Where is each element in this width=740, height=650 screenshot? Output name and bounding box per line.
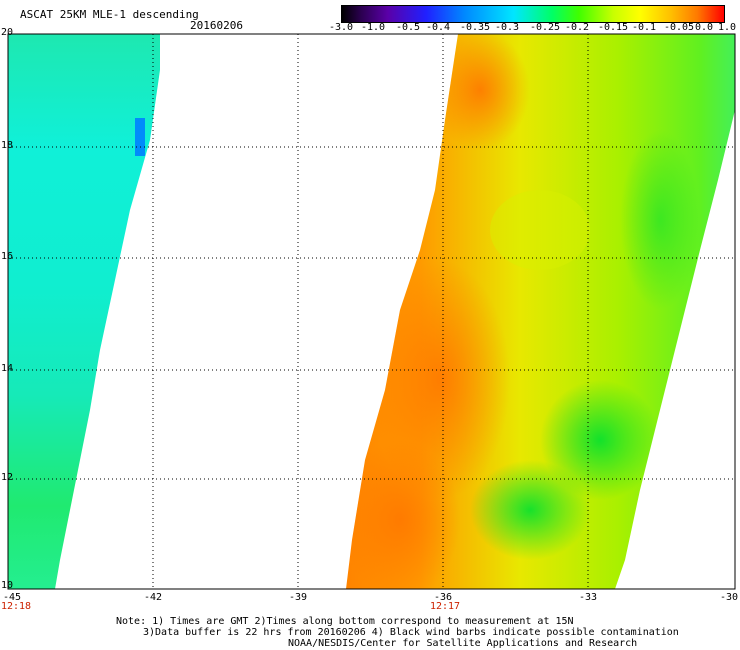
colorbar-tick: -0.4 bbox=[425, 22, 451, 33]
swath-left bbox=[8, 34, 160, 589]
colorbar-tick: -0.1 bbox=[631, 22, 657, 33]
colorbar-tick: 1.0 bbox=[717, 22, 737, 33]
note-line-1: Note: 1) Times are GMT 2)Times along bot… bbox=[116, 616, 574, 627]
lon-label: -36 bbox=[433, 592, 453, 603]
lon-label: -42 bbox=[143, 592, 163, 603]
lat-label: 10 bbox=[1, 580, 14, 591]
swath-left-blue-patch bbox=[135, 118, 145, 156]
colorbar-tick: -0.35 bbox=[459, 22, 491, 33]
colorbar-ticks: -3.0 -1.0 -0.5 -0.4 -0.35 -0.3 -0.25 -0.… bbox=[328, 22, 737, 36]
lat-label: 16 bbox=[1, 251, 14, 262]
lat-label: 18 bbox=[1, 140, 14, 151]
colorbar-tick: -1.0 bbox=[360, 22, 386, 33]
note-line-3: NOAA/NESDIS/Center for Satellite Applica… bbox=[288, 638, 638, 649]
colorbar-tick: -0.3 bbox=[494, 22, 520, 33]
colorbar-tick: 0.0 bbox=[694, 22, 714, 33]
plot-frame bbox=[7, 33, 736, 590]
note-line-2: 3)Data buffer is 22 hrs from 20160206 4)… bbox=[143, 627, 679, 638]
lat-label: 14 bbox=[1, 363, 14, 374]
colorbar-tick: -0.15 bbox=[597, 22, 629, 33]
colorbar-tick: -3.0 bbox=[328, 22, 354, 33]
lon-label: -39 bbox=[288, 592, 308, 603]
pass-time: 12:17 bbox=[429, 601, 461, 612]
colorbar-tick: -0.25 bbox=[529, 22, 561, 33]
colorbar-tick: -0.2 bbox=[564, 22, 590, 33]
colorbar-tick: -0.5 bbox=[395, 22, 421, 33]
lon-label: -30 bbox=[719, 592, 739, 603]
lat-label: 12 bbox=[1, 472, 14, 483]
colorbar bbox=[341, 5, 725, 23]
map-title: ASCAT 25KM MLE-1 descending bbox=[20, 8, 199, 21]
pass-time: 12:18 bbox=[0, 601, 32, 612]
lon-label: -33 bbox=[578, 592, 598, 603]
lat-label: 20 bbox=[1, 27, 14, 38]
swath-right bbox=[346, 34, 735, 589]
map-date: 20160206 bbox=[190, 19, 243, 32]
grid bbox=[8, 34, 735, 589]
colorbar-tick: -0.05 bbox=[663, 22, 695, 33]
lon-label: -45 bbox=[2, 592, 22, 603]
